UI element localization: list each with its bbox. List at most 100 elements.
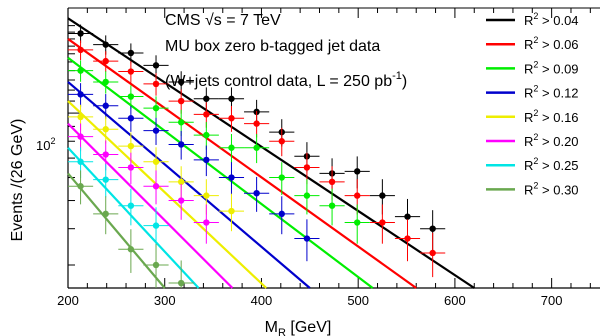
legend-entry-3: R2 > 0.12 [524,84,579,101]
data-point [228,174,235,181]
legend-label-suffix: > 0.04 [538,13,578,28]
data-point [379,219,386,226]
data-point [127,164,135,171]
legend-label-prefix: R [524,110,533,125]
data-point [429,249,436,257]
fit-line-4 [67,100,268,289]
legend-entry-7: R2 > 0.30 [524,180,579,197]
data-point [177,78,185,86]
data-point [328,178,336,186]
data-point [152,127,160,134]
fit-line-3 [67,81,311,289]
legend-label-suffix: > 0.16 [538,110,578,125]
data-point [102,57,109,65]
legend-entry-6: R2 > 0.25 [524,156,579,173]
data-point [354,168,361,175]
data-point [77,158,84,165]
legend-label-suffix: > 0.09 [538,61,578,76]
legend-label-suffix: > 0.25 [538,158,578,173]
data-point [203,131,210,139]
plot-area: 200 300 400 500 600 700 [57,7,600,308]
data-point [228,95,235,102]
fit-line-5 [67,122,234,289]
data-point [127,246,135,253]
legend-label-prefix: R [524,86,533,101]
data-point [152,222,160,229]
legend-label-superscript: 2 [533,108,538,118]
title-line-2: MU box zero b-tagged jet data [165,38,380,55]
y-tick-label: 102 [36,136,55,153]
data-point [429,225,436,232]
x-axis-label-main: M [265,319,278,336]
data-point [278,138,285,145]
data-point [127,115,135,122]
data-point [354,219,361,226]
data-point [379,192,386,199]
data-point [203,156,210,164]
data-point [328,202,336,209]
legend-label-suffix: > 0.30 [538,182,578,197]
data-point [127,49,135,57]
x-tick-label: 300 [154,293,176,308]
legend-label-prefix: R [524,37,533,52]
data-point [102,176,109,183]
x-tick-label: 500 [347,293,369,308]
legend-entry-2: R2 > 0.09 [524,59,579,76]
data-point [303,164,311,171]
legend-label-superscript: 2 [533,59,538,69]
legend-label-prefix: R [524,61,533,76]
data-point [404,213,411,220]
data-point [177,119,185,126]
data-point [77,67,84,74]
y-tick-label-base: 10 [36,138,50,153]
legend-label-prefix: R [524,158,533,173]
legend-label-superscript: 2 [533,11,538,21]
data-point [102,102,109,109]
fit-line-0 [67,17,475,289]
legend-entry-5: R2 > 0.20 [524,132,579,149]
x-tick-label: 700 [541,293,563,308]
data-point [102,151,109,158]
data-point [152,261,160,269]
data-point [152,62,160,69]
data-point [228,115,235,122]
fit-line-1 [67,38,417,289]
data-point [228,207,235,215]
data-point [354,192,361,199]
data-point [177,197,185,204]
title-line-1: CMS √s = 7 TeV [165,12,281,29]
data-point [102,126,109,133]
data-point [152,158,160,165]
data-point [152,80,160,88]
data-point [203,219,210,226]
legend-label-superscript: 2 [533,180,538,190]
legend-label-prefix: R [524,134,533,149]
legend-label-superscript: 2 [533,132,538,142]
y-tick-label-exponent: 2 [50,136,55,146]
chart-text: CMS √s = 7 TeV MU box zero b-tagged jet … [9,12,407,336]
x-tick-label: 600 [444,293,466,308]
data-point [102,78,109,86]
data-point [102,41,109,48]
title-line-3: (W+jets control data, L = 250 pb-1) [165,70,407,90]
x-tick-label: 400 [251,293,273,308]
data-point [77,133,84,140]
data-point [278,174,285,181]
legend-label-suffix: > 0.20 [538,134,578,149]
data-point [253,189,260,197]
title-line-3-main: (W+jets control data, L = 250 pb [165,73,392,90]
legend-label-prefix: R [524,182,533,197]
data-point [278,210,285,218]
legend-label-superscript: 2 [533,84,538,94]
legend-label-suffix: > 0.06 [538,37,578,52]
data-point [228,144,235,151]
data-point [127,93,135,100]
data-point [77,183,84,190]
data-point [77,113,84,121]
x-axis-label-tail: [GeV] [286,319,331,336]
x-axis-label-subscript: R [278,327,286,336]
legend-label-superscript: 2 [533,156,538,166]
data-point [203,111,210,118]
